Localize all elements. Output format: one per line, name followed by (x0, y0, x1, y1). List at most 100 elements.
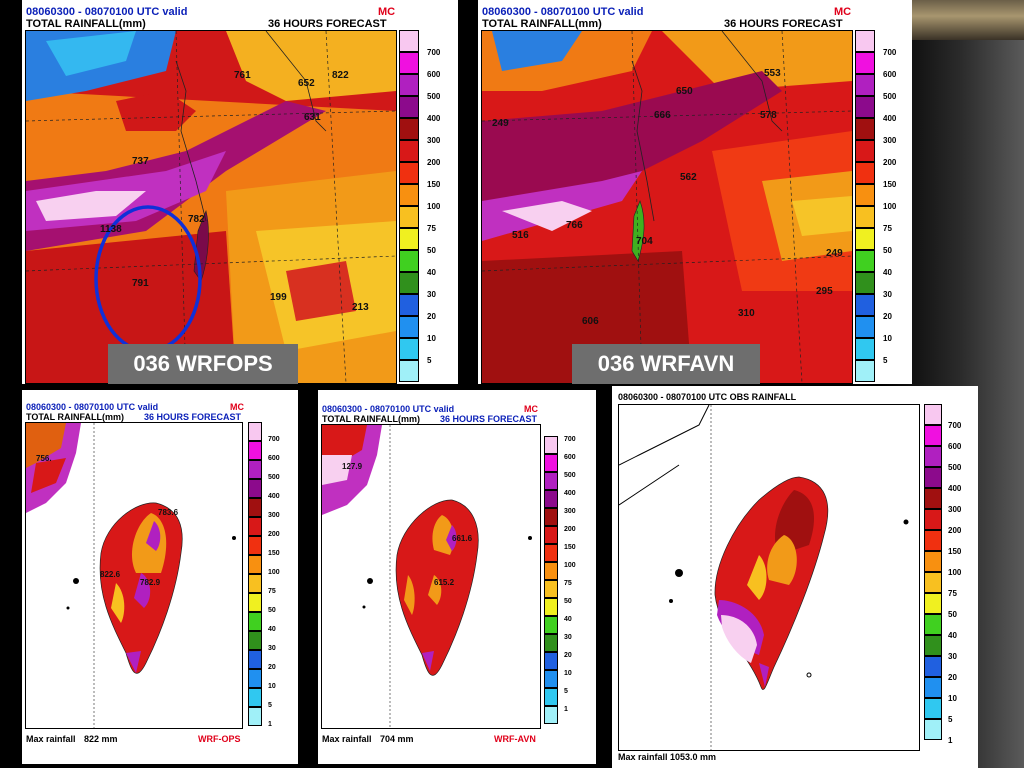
valid-time: 08060300 - 08070100 UTC valid (26, 6, 188, 18)
legend-label: 5 (564, 688, 568, 695)
legend-swatch (544, 652, 558, 670)
panel-wrf-avn-taiwan: 08060300 - 08070100 UTC valid TOTAL RAIN… (318, 390, 596, 764)
legend-label: 300 (268, 512, 280, 519)
max-stamp: 761 (234, 70, 251, 81)
forecast-label: 36 HOURS FORECAST (268, 18, 387, 30)
max-stamp: 553 (764, 68, 781, 79)
legend-label: 30 (564, 634, 572, 641)
legend-label: 600 (948, 442, 962, 451)
legend-label: 75 (564, 580, 572, 587)
legend-label: 50 (564, 598, 572, 605)
legend-label: 150 (427, 180, 441, 189)
legend-swatch (924, 530, 942, 551)
legend-label: 50 (427, 246, 436, 255)
legend-swatch (399, 184, 419, 206)
color-legend: 700 600 500 400 300 200 150 100 75 50 40… (544, 436, 594, 726)
max-stamp: 310 (738, 308, 755, 319)
max-stamp: 652 (298, 78, 315, 89)
legend-label: 5 (948, 715, 953, 724)
legend-label: 150 (564, 544, 576, 551)
legend-label: 150 (883, 180, 897, 189)
legend-swatch (248, 612, 262, 631)
rainfall-map (618, 404, 920, 751)
max-stamp: 615.2 (434, 578, 455, 587)
legend-swatch (924, 572, 942, 593)
legend-swatch (855, 316, 875, 338)
legend-label: 20 (883, 312, 892, 321)
legend-swatch (924, 698, 942, 719)
legend-swatch (924, 488, 942, 509)
field-title: TOTAL RAINFALL(mm) (482, 18, 602, 30)
legend-label: 100 (883, 202, 897, 211)
max-stamp: 737 (132, 156, 149, 167)
legend-swatch (544, 562, 558, 580)
panel-wrfops-36h: 08060300 - 08070100 UTC valid TOTAL RAIN… (22, 0, 458, 384)
legend-label: 200 (427, 158, 441, 167)
legend-swatch (399, 52, 419, 74)
legend-label: 10 (564, 670, 572, 677)
legend-label: 300 (564, 508, 576, 515)
legend-label: 400 (948, 484, 962, 493)
field-title: TOTAL RAINFALL(mm) (322, 414, 420, 424)
legend-label: 300 (948, 505, 962, 514)
legend-swatch (924, 467, 942, 488)
legend-swatch (248, 479, 262, 498)
legend-swatch (399, 272, 419, 294)
legend-swatch (855, 250, 875, 272)
legend-swatch (544, 580, 558, 598)
max-stamp: 766 (566, 220, 583, 231)
max-stamp: 516 (512, 230, 529, 241)
max-stamp: 578 (760, 110, 777, 121)
max-rainfall-value: 822 mm (84, 734, 118, 744)
legend-label: 400 (564, 490, 576, 497)
legend-label: 700 (564, 436, 576, 443)
max-stamp: 199 (270, 292, 287, 303)
legend-swatch (855, 96, 875, 118)
legend-swatch (544, 706, 558, 724)
legend-swatch (248, 707, 262, 726)
legend-label: 20 (564, 652, 572, 659)
legend-swatch (399, 74, 419, 96)
max-stamp: 666 (654, 110, 671, 121)
legend-swatch (544, 472, 558, 490)
legend-swatch (399, 250, 419, 272)
legend-label: 600 (564, 454, 576, 461)
model-name: WRF-OPS (198, 734, 241, 744)
legend-label: 30 (883, 290, 892, 299)
legend-label: 700 (268, 436, 280, 443)
legend-swatch (924, 614, 942, 635)
legend-label: 700 (883, 48, 897, 57)
rainfall-map (481, 30, 853, 384)
legend-swatch (924, 425, 942, 446)
legend-swatch (855, 272, 875, 294)
max-stamp: 783.6 (158, 508, 179, 517)
legend-swatch (544, 670, 558, 688)
legend-swatch (924, 446, 942, 467)
legend-label: 5 (268, 702, 272, 709)
forecast-label: 36 HOURS FORECAST (440, 414, 538, 424)
legend-label: 10 (948, 694, 957, 703)
legend-label: 500 (268, 474, 280, 481)
legend-label: 100 (564, 562, 576, 569)
rainfall-map (321, 424, 541, 729)
legend-swatch (399, 228, 419, 250)
legend-swatch (399, 316, 419, 338)
max-stamp: 249 (492, 118, 509, 129)
model-tag: MC (524, 404, 538, 414)
color-legend: 700 600 500 400 300 200 150 100 75 50 40… (855, 30, 911, 384)
max-stamp: 1138 (100, 224, 122, 235)
legend-swatch (855, 52, 875, 74)
max-rainfall-label: Max rainfall 1053.0 mm (618, 752, 717, 762)
legend-label: 200 (883, 158, 897, 167)
legend-label: 40 (427, 268, 436, 277)
max-stamp: 822.6 (100, 570, 121, 579)
legend-label: 40 (948, 631, 957, 640)
valid-time: 08060300 - 08070100 UTC valid (322, 404, 455, 414)
max-stamp: 606 (582, 316, 599, 327)
legend-swatch (855, 184, 875, 206)
legend-label: 150 (948, 547, 962, 556)
model-name: WRF-AVN (494, 734, 536, 744)
legend-swatch (399, 30, 419, 52)
legend-label: 300 (883, 136, 897, 145)
max-stamp: 213 (352, 302, 369, 313)
